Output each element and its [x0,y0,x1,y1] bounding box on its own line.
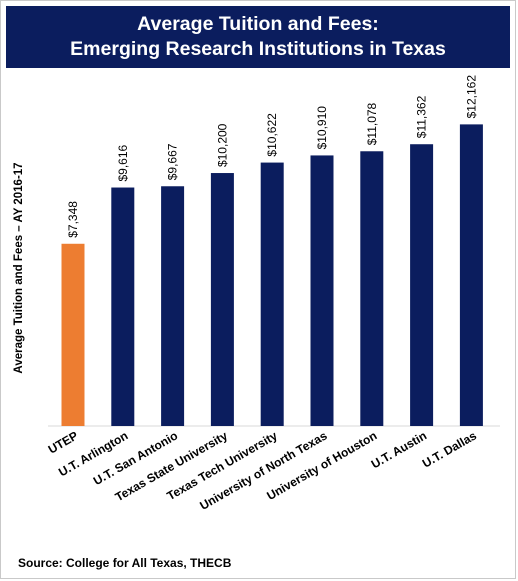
data-label-u-t-arlington: $9,616 [116,144,130,181]
chart-title-line-1: Average Tuition and Fees: [137,13,379,35]
data-label-university-of-houston: $11,078 [365,102,379,145]
bar-university-of-north-texas [310,155,334,426]
source-note: Source: College for All Texas, THECB [18,556,232,570]
data-label-texas-tech-university: $10,622 [265,113,279,157]
x-tick-label-u-t-dallas: U.T. Dallas [420,428,479,470]
chart-title-line-2: Emerging Research Institutions in Texas [70,38,446,60]
bar-university-of-houston [360,151,384,426]
y-axis-label: Average Tuition and Fees – AY 2016-17 [13,162,25,373]
bar-u-t-san-antonio [161,186,185,426]
data-label-u-t-austin: $11,362 [415,95,429,138]
bar-texas-tech-university [260,162,284,426]
bar-utep [61,243,85,426]
data-label-utep: $7,348 [66,201,80,238]
bar-texas-state-university [210,173,234,426]
bar-u-t-austin [410,144,434,426]
data-label-texas-state-university: $10,200 [215,123,229,167]
title-banner: Average Tuition and Fees: Emerging Resea… [6,6,510,68]
bar-u-t-arlington [111,187,135,426]
data-label-u-t-dallas: $12,162 [464,75,478,119]
data-label-university-of-north-texas: $10,910 [315,106,329,150]
x-tick-label-utep: UTEP [46,428,81,456]
data-label-u-t-san-antonio: $9,667 [166,143,180,180]
bar-u-t-dallas [459,124,483,427]
x-tick-label-u-t-austin: U.T. Austin [369,428,429,471]
